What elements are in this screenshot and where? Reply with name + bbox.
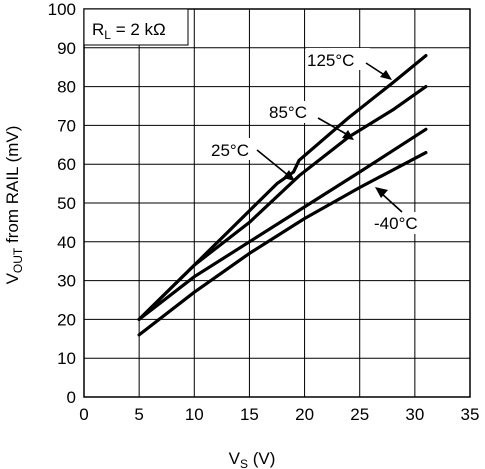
x-tick-label: 10 xyxy=(185,405,204,424)
arrowhead-minus40 xyxy=(375,187,388,198)
series-line-2 xyxy=(137,127,428,321)
y-tick-label: 40 xyxy=(57,233,76,252)
x-axis-title-sub: S xyxy=(240,457,248,469)
series-label-25: 25°C xyxy=(211,141,249,160)
series-label-125: 125°C xyxy=(307,51,354,70)
x-tick-label: 15 xyxy=(240,405,259,424)
arrow-minus40 xyxy=(380,192,403,213)
tick-labels: 0 5 10 15 20 25 30 35 0 10 20 30 40 50 60 70 80 90 100 xyxy=(48,0,480,424)
x-axis-title-unit: (V) xyxy=(248,449,275,468)
arrow-85 xyxy=(317,117,349,136)
series-lines xyxy=(137,53,428,337)
condition-box: RL = 2 kΩ xyxy=(83,8,189,46)
series-labels: 125°C 85°C 25°C -40°C xyxy=(208,48,430,234)
arrow-25 xyxy=(256,149,290,177)
condition-label: RL = 2 kΩ xyxy=(92,20,166,42)
y-tick-label: 50 xyxy=(57,194,76,213)
arrowhead-125 xyxy=(380,70,392,80)
y-tick-label: 70 xyxy=(57,116,76,135)
series-label-minus40: -40°C xyxy=(374,214,418,233)
arrowhead-85 xyxy=(342,130,354,140)
x-axis-title: VS (V) xyxy=(229,449,276,469)
y-axis-title-main: V xyxy=(3,272,22,284)
x-tick-label: 5 xyxy=(134,405,143,424)
label-bg-85 xyxy=(266,101,320,123)
x-tick-label: 0 xyxy=(79,405,88,424)
y-tick-label: 100 xyxy=(48,0,76,19)
y-tick-label: 80 xyxy=(57,78,76,97)
y-tick-label: 10 xyxy=(57,349,76,368)
label-bg-125 xyxy=(306,48,370,70)
grid xyxy=(83,8,471,398)
x-tick-label: 30 xyxy=(405,405,424,424)
label-bg-25 xyxy=(208,138,262,160)
y-axis-title: VOUT from RAIL (mV) xyxy=(3,126,25,285)
y-tick-label: 0 xyxy=(67,388,76,407)
y-tick-label: 90 xyxy=(57,39,76,58)
y-axis-title-sub: OUT xyxy=(11,247,25,273)
arrow-125 xyxy=(365,62,387,77)
condition-rest: = 2 kΩ xyxy=(111,20,166,39)
y-axis-title-rest: from RAIL (mV) xyxy=(3,126,22,248)
y-tick-label: 30 xyxy=(57,272,76,291)
condition-main: R xyxy=(92,20,104,39)
x-tick-label: 20 xyxy=(295,405,314,424)
series-line-0 xyxy=(137,53,428,321)
x-tick-label: 35 xyxy=(461,405,480,424)
x-axis-title-main: V xyxy=(229,449,241,468)
y-tick-label: 20 xyxy=(57,310,76,329)
series-line-3 xyxy=(137,151,428,337)
label-bg-minus40 xyxy=(372,212,430,234)
y-tick-label: 60 xyxy=(57,155,76,174)
series-label-85: 85°C xyxy=(269,103,307,122)
leader-arrows xyxy=(256,62,403,213)
arrowhead-25 xyxy=(283,170,295,181)
series-line-1 xyxy=(137,84,428,321)
condition-box-frame xyxy=(83,8,189,46)
condition-sub: L xyxy=(104,28,111,42)
plot-frame xyxy=(83,8,471,398)
x-tick-label: 25 xyxy=(350,405,369,424)
